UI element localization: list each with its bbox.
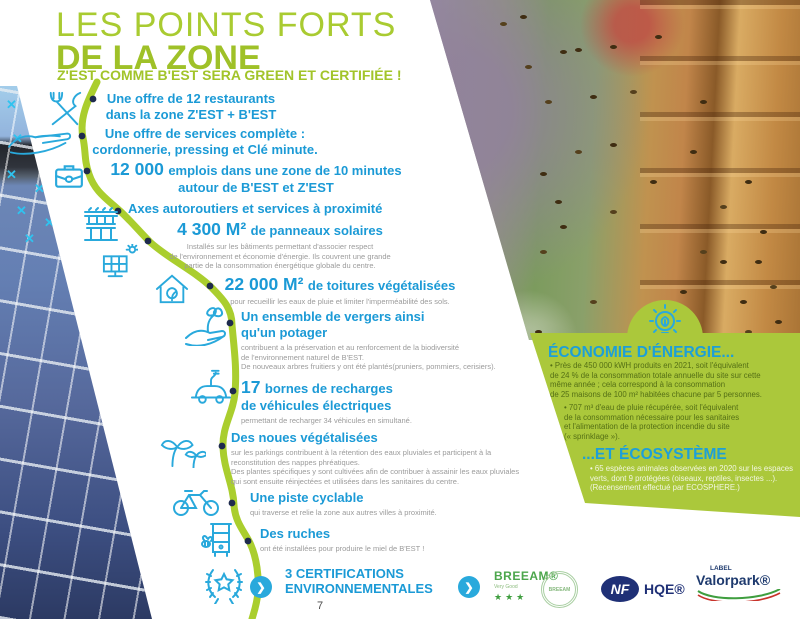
beehive-icon xyxy=(200,518,238,558)
valorpark-logo: LABEL Valorpark® xyxy=(696,565,782,606)
item-detail: Installés sur les bâtiments permettant d… xyxy=(169,242,391,270)
x-mark-icon: ✕ xyxy=(24,231,35,246)
timeline-item-piste: Une piste cyclable qui traverse et relie… xyxy=(250,490,490,518)
timeline-item-vergers: Un ensemble de vergers ainsi qu'un potag… xyxy=(241,309,531,372)
breeam-logo: BREEAM® Very Good ★★★ xyxy=(494,569,558,603)
item-big-number: 22 000 M² xyxy=(224,274,304,294)
page-number: 7 xyxy=(316,600,324,612)
valorpark-swoosh-icon xyxy=(697,588,781,604)
energy-bullet-2: • 707 m³ d'eau de pluie récupérée, soit … xyxy=(564,403,740,441)
x-mark-icon: ✕ xyxy=(6,167,17,182)
x-mark-icon: ✕ xyxy=(30,109,41,124)
briefcase-icon xyxy=(54,162,84,190)
x-mark-icon: ✕ xyxy=(16,203,27,218)
swale-icon xyxy=(158,424,206,468)
item-detail: contribuent a la préservation et au renf… xyxy=(241,343,496,371)
ecosystem-heading: ...ET ÉCOSYSTÈME xyxy=(582,446,727,463)
bees-decoration xyxy=(520,15,527,19)
timeline-item-ruches: Des ruches ont été installées pour produ… xyxy=(260,526,480,554)
breeam-badge-text: BREEAM xyxy=(548,586,571,593)
timeline-item-noues: Des noues végétalisées sur les parkings … xyxy=(231,430,521,486)
timeline-item-panneaux: 4 300 M² de panneaux solaires Installés … xyxy=(150,219,410,271)
timeline-item-services: Une offre de services complète : cordonn… xyxy=(80,126,330,158)
x-mark-icon: ✕ xyxy=(44,215,55,230)
item-heading: Une offre de services complète : cordonn… xyxy=(92,126,318,157)
item-heading: de panneaux solaires xyxy=(250,223,383,238)
item-detail: permettant de recharger 34 véhicules en … xyxy=(241,416,412,425)
energy-heading: ÉCONOMIE D'ÉNERGIE... xyxy=(548,344,735,361)
valorpark-name: Valorpark® xyxy=(696,572,771,588)
garden-icon xyxy=(184,306,228,346)
breeam-badge: BREEAM xyxy=(541,571,578,608)
item-detail: pour recueillir les eaux de pluie et lim… xyxy=(230,297,450,306)
energy-box-body: ÉCONOMIE D'ÉNERGIE... • Près de 450 000 … xyxy=(530,333,800,517)
chevron-button[interactable]: ❯ xyxy=(458,576,480,598)
page-subtitle: Z'EST COMME B'EST SERA GREEN ET CERTIFIÉ… xyxy=(57,67,402,83)
chevron-icon: ❯ xyxy=(256,581,266,594)
item-heading: emplois dans une zone de 10 minutes xyxy=(168,163,402,178)
timeline-item-bornes: 17 bornes de recharges de véhicules élec… xyxy=(241,377,531,426)
hqe-logo: HQE® xyxy=(644,581,685,597)
breeam-rating: Very Good xyxy=(494,584,518,590)
restaurant-icon xyxy=(44,90,86,128)
timeline-item-toitures: 22 000 M² de toitures végétalisées pour … xyxy=(205,274,475,307)
item-heading-line2: de véhicules électriques xyxy=(241,398,392,413)
timeline-item-emplois: 12 000 emplois dans une zone de 10 minut… xyxy=(96,159,416,196)
energy-box: ÉCONOMIE D'ÉNERGIE... • Près de 450 000 … xyxy=(528,298,800,522)
valorpark-label: LABEL xyxy=(710,565,732,572)
certifications-heading: 3 CERTIFICATIONS ENVIRONNEMENTALES xyxy=(285,566,433,596)
x-mark-icon: ✕ xyxy=(34,181,45,196)
certification-laurel-icon xyxy=(204,564,244,604)
item-heading: Des ruches xyxy=(260,526,331,541)
solar-panel-icon xyxy=(102,244,138,280)
ev-charging-icon xyxy=(190,368,232,406)
item-heading: de toitures végétalisées xyxy=(307,278,456,293)
x-mark-icon: ✕ xyxy=(6,97,17,112)
nf-text: NF xyxy=(610,581,630,597)
green-roof-icon xyxy=(153,272,191,306)
item-heading: Axes autoroutiers et services à proximit… xyxy=(128,201,383,216)
services-hand-icon xyxy=(6,126,76,158)
item-detail: qui traverse et relie la zone aux autres… xyxy=(250,508,437,517)
item-heading: Un ensemble de vergers ainsi qu'un potag… xyxy=(241,309,425,340)
chevron-icon: ❯ xyxy=(464,581,474,594)
item-detail: ont été installées pour produire le miel… xyxy=(260,544,425,553)
item-heading: Une offre de 12 restaurants dans la zone… xyxy=(105,91,277,122)
highway-icon xyxy=(82,206,120,246)
chevron-button[interactable]: ❯ xyxy=(250,576,272,598)
item-big-number: 12 000 xyxy=(110,159,164,179)
page-title-line2: DE LA ZONE xyxy=(56,39,261,77)
timeline-item-restaurants: Une offre de 12 restaurants dans la zone… xyxy=(86,91,296,123)
item-heading-line2: autour de B'EST et Z'EST xyxy=(178,180,334,195)
nf-logo: NF xyxy=(601,576,639,602)
timeline-item-axes: Axes autoroutiers et services à proximit… xyxy=(128,201,418,217)
page-title-line1: LES POINTS FORTS xyxy=(56,6,397,44)
bicycle-icon xyxy=(172,487,220,517)
hive-planks xyxy=(640,0,800,340)
item-heading: Des noues végétalisées xyxy=(231,430,378,445)
item-big-number: 17 xyxy=(241,377,261,397)
item-detail: sur les parkings contribuent à la rétent… xyxy=(231,448,520,486)
breeam-stars: ★★★ xyxy=(494,592,528,602)
item-heading: bornes de recharges xyxy=(264,381,393,396)
ecosystem-bullet: • 65 espèces animales observées en 2020 … xyxy=(590,464,793,493)
item-heading: Une piste cyclable xyxy=(250,490,364,505)
breeam-name: BREEAM® xyxy=(494,569,559,583)
energy-bullet-1: • Près de 450 000 kWH produits en 2021, … xyxy=(550,361,762,399)
item-big-number: 4 300 M² xyxy=(177,219,247,239)
